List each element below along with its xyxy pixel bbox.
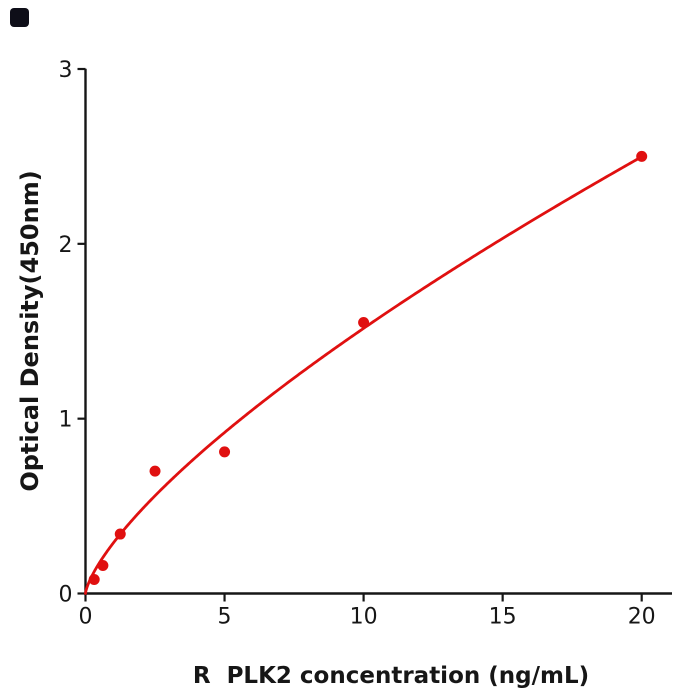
corner-marker bbox=[10, 8, 29, 27]
x-tick-label: 10 bbox=[350, 605, 378, 630]
x-tick-label: 0 bbox=[79, 605, 93, 630]
x-tick-label: 5 bbox=[218, 605, 232, 630]
data-point bbox=[636, 150, 648, 162]
axes-layer: 0 5 10 15 20 0 1 2 3 bbox=[59, 58, 672, 630]
y-tick-label: 0 bbox=[59, 583, 73, 608]
fit-curve bbox=[84, 155, 644, 595]
label-layer: Optical Density(450nm) R PLK2 concentrat… bbox=[16, 170, 589, 689]
data-point bbox=[114, 528, 126, 540]
y-tick-label: 1 bbox=[59, 408, 73, 433]
x-tick-label: 15 bbox=[489, 605, 517, 630]
y-axis-title: Optical Density(450nm) bbox=[16, 170, 44, 491]
data-point bbox=[219, 446, 231, 458]
data-point bbox=[97, 560, 109, 572]
data-point bbox=[149, 465, 161, 477]
y-tick-label: 2 bbox=[59, 233, 73, 258]
plot-layer bbox=[84, 150, 648, 595]
data-point bbox=[358, 317, 370, 329]
y-tick-label: 3 bbox=[59, 58, 73, 83]
x-axis-title: R PLK2 concentration (ng/mL) bbox=[193, 663, 589, 689]
data-point bbox=[88, 574, 100, 586]
x-tick-label: 20 bbox=[628, 605, 656, 630]
